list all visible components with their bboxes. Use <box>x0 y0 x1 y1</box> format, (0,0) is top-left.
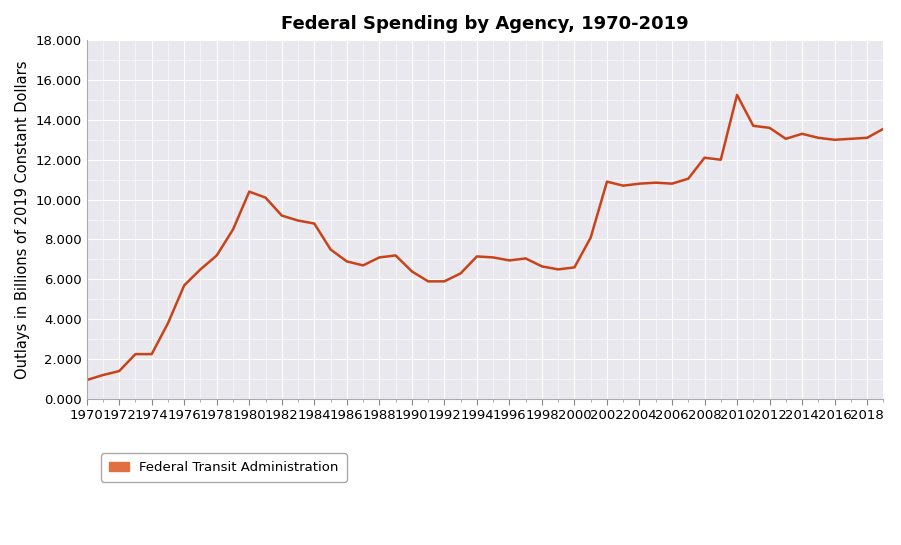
Title: Federal Spending by Agency, 1970-2019: Federal Spending by Agency, 1970-2019 <box>281 15 689 33</box>
Legend: Federal Transit Administration: Federal Transit Administration <box>101 453 347 482</box>
Y-axis label: Outlays in Billions of 2019 Constant Dollars: Outlays in Billions of 2019 Constant Dol… <box>15 60 30 379</box>
